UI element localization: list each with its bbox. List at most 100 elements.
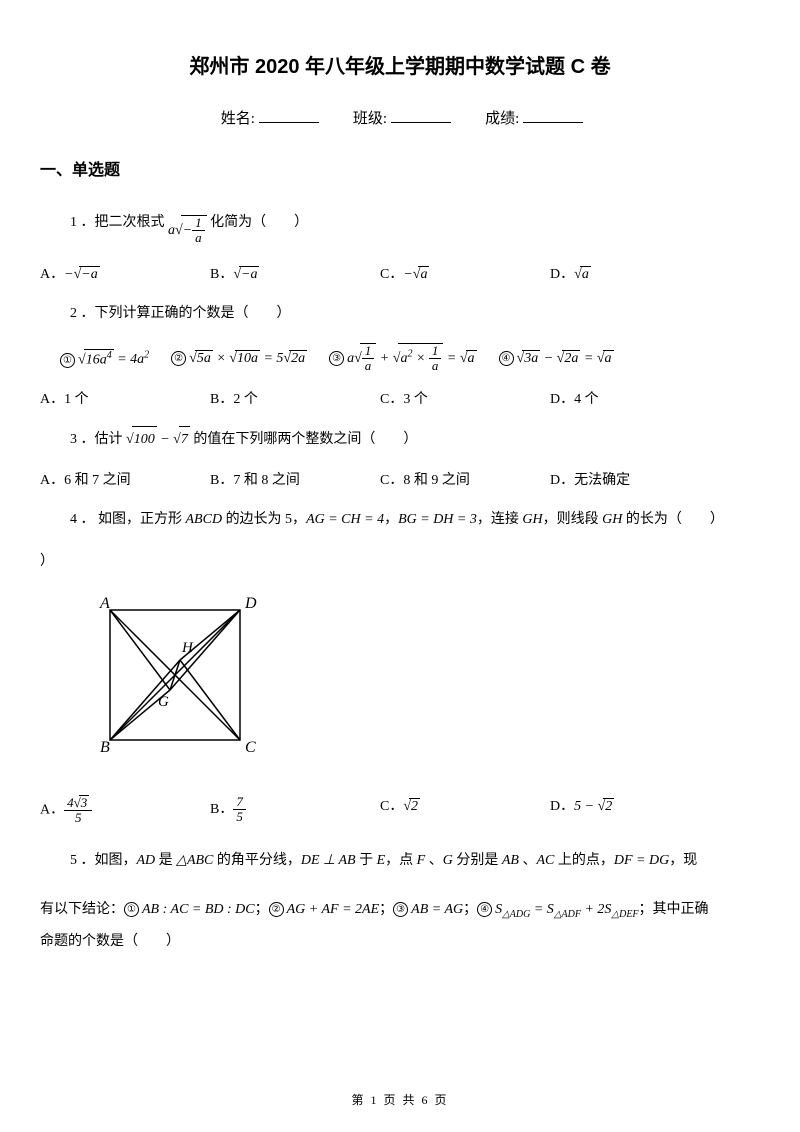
class-blank[interactable] [391,109,451,123]
q4-abcd: ABCD [186,512,223,527]
q5-e4s3: △DEF [611,909,638,920]
q1-b-label: B． [210,267,233,282]
q1-stem-post: 化简为（ ） [210,215,308,230]
q4-b-lab: B． [210,802,233,817]
q4-m2: ，则线段 [543,512,603,527]
q1-d-label: D． [550,267,574,282]
q4-figure: A D B C G H [80,590,760,775]
q3-options: A．6 和 7 之间 B．7 和 8 之间 C．8 和 9 之间 D．无法确定 [40,469,760,489]
q4-pre: 4 ． 如图，正方形 [70,512,186,527]
q3-opt-c: C．8 和 9 之间 [380,469,550,489]
q1-neg: − [183,223,192,238]
q5-s3: ； [463,902,477,917]
q5-e2: AG + AF = 2AE [287,902,380,917]
q5-e4eq: = S [530,902,553,917]
q2-opt-d: D．4 个 [550,388,720,408]
name-blank[interactable] [259,109,319,123]
q5-pre: 5 ．如图， [70,853,137,868]
q5-ad: AD [137,853,156,868]
q5-line3: 命题的个数是（ ） [40,927,760,958]
q5-t9: ，现 [669,853,697,868]
q4-gh: GH [522,512,542,527]
name-label: 姓名: [221,111,255,127]
q5-t3: 于 [356,853,377,868]
q5-t5: 、 [425,853,443,868]
q2-options: A．1 个 B．2 个 C．3 个 D．4 个 [40,388,760,408]
question-3: 3 ．估计 √100 − √7 的值在下列哪两个整数之间（ ） [70,426,760,454]
q5-e4s2: △ADF [554,909,581,920]
q4-c2: ，连接 [477,512,523,527]
q4-c-lab: C． [380,799,403,814]
q4-close-paren: ） [40,550,760,570]
q4-gh2: GH [602,512,622,527]
exam-title: 郑州市 2020 年八年级上学期期中数学试题 C 卷 [40,50,760,79]
q5-l2pre: 有以下结论： [40,902,124,917]
q1-num: 1 [192,216,205,231]
q4-m1: 的边长为 5， [222,512,306,527]
fig-label-H: H [181,640,194,656]
fig-label-G: G [158,694,169,710]
q5-t6: 分别是 [453,853,502,868]
q3-post: 的值在下列哪两个整数之间（ ） [193,432,417,447]
q5-f: F [417,853,426,868]
q4-b-num: 7 [233,795,246,810]
q5-de: DE ⊥ AB [301,853,356,868]
q1-a: a [168,223,175,238]
q1-stem-pre: 1 ．把二次根式 [70,215,165,230]
q5-e1: AB : AC = BD : DC [142,902,255,917]
q2-opt-a: A．1 个 [40,388,210,408]
score-label: 成绩: [485,111,519,127]
q5-ab: AB [502,853,519,868]
q5-s1: ； [255,902,269,917]
q1-options: A．−√−a B．√−a C．−√a D．√a [40,263,760,283]
class-label: 班级: [353,111,387,127]
q5-t8: 上的点， [554,853,614,868]
fig-label-A: A [99,595,110,612]
q5-e4s1: △ADG [502,909,530,920]
q3-opt-d: D．无法确定 [550,469,720,489]
fig-label-D: D [244,595,257,612]
q5-s2: ； [379,902,393,917]
q4-post: 的长为（ ） [622,512,724,527]
q3-opt-b: B．7 和 8 之间 [210,469,380,489]
q4-c1: ， [384,512,398,527]
q5-c4: ④ [477,902,492,917]
q5-dfdg: DF = DG [614,853,669,868]
header-fields: 姓名: 班级: 成绩: [40,107,760,128]
question-1: 1 ．把二次根式 a√−1a 化简为（ ） [70,210,760,247]
q5-t7: 、 [519,853,537,868]
q3-opt-a: A．6 和 7 之间 [40,469,210,489]
q3-pre: 3 ．估计 [70,432,126,447]
q5-e3: AB = AG [411,902,463,917]
q2-circ2: ② [171,351,186,366]
question-4: 4 ． 如图，正方形 ABCD 的边长为 5，AG = CH = 4，BG = … [70,507,760,534]
q5-c2: ② [269,902,284,917]
q5-t4: ，点 [385,853,417,868]
q4-bgdh: BG = DH = 3 [398,512,477,527]
q5-t2: 的角平分线， [213,853,301,868]
q2-opt-b: B．2 个 [210,388,380,408]
page-footer: 第 1 页 共 6 页 [0,1091,800,1108]
q5-e4pl: + 2S [581,902,611,917]
q2-circ1: ① [60,353,75,368]
fig-label-C: C [245,739,256,756]
q2-circ4: ④ [499,351,514,366]
q2-circ3: ③ [329,351,344,366]
question-5: 5 ．如图，AD 是 △ABC 的角平分线，DE ⊥ AB 于 E，点 F 、G… [70,844,760,878]
q1-a-label: A． [40,267,64,282]
q2-expressions: ①√16a4 = 4a2 ②√5a × √10a = 5√2a ③a√1a + … [60,343,760,374]
q1-c-label: C． [380,267,403,282]
q5-s4: ；其中正确 [639,902,709,917]
q5-g: G [443,853,453,868]
q5-line2: 有以下结论：①AB : AC = BD : DC；②AG + AF = 2AE；… [40,893,760,927]
q1-den: a [192,231,205,245]
q4-d-lab: D． [550,799,574,814]
q5-tri: △ABC [176,853,213,868]
question-2: 2 ．下列计算正确的个数是（ ） [70,301,760,328]
q5-c1: ① [124,902,139,917]
q2-opt-c: C．3 个 [380,388,550,408]
q4-agch: AG = CH = 4 [306,512,384,527]
score-blank[interactable] [523,109,583,123]
q5-ac: AC [536,853,554,868]
q5-c3: ③ [393,902,408,917]
